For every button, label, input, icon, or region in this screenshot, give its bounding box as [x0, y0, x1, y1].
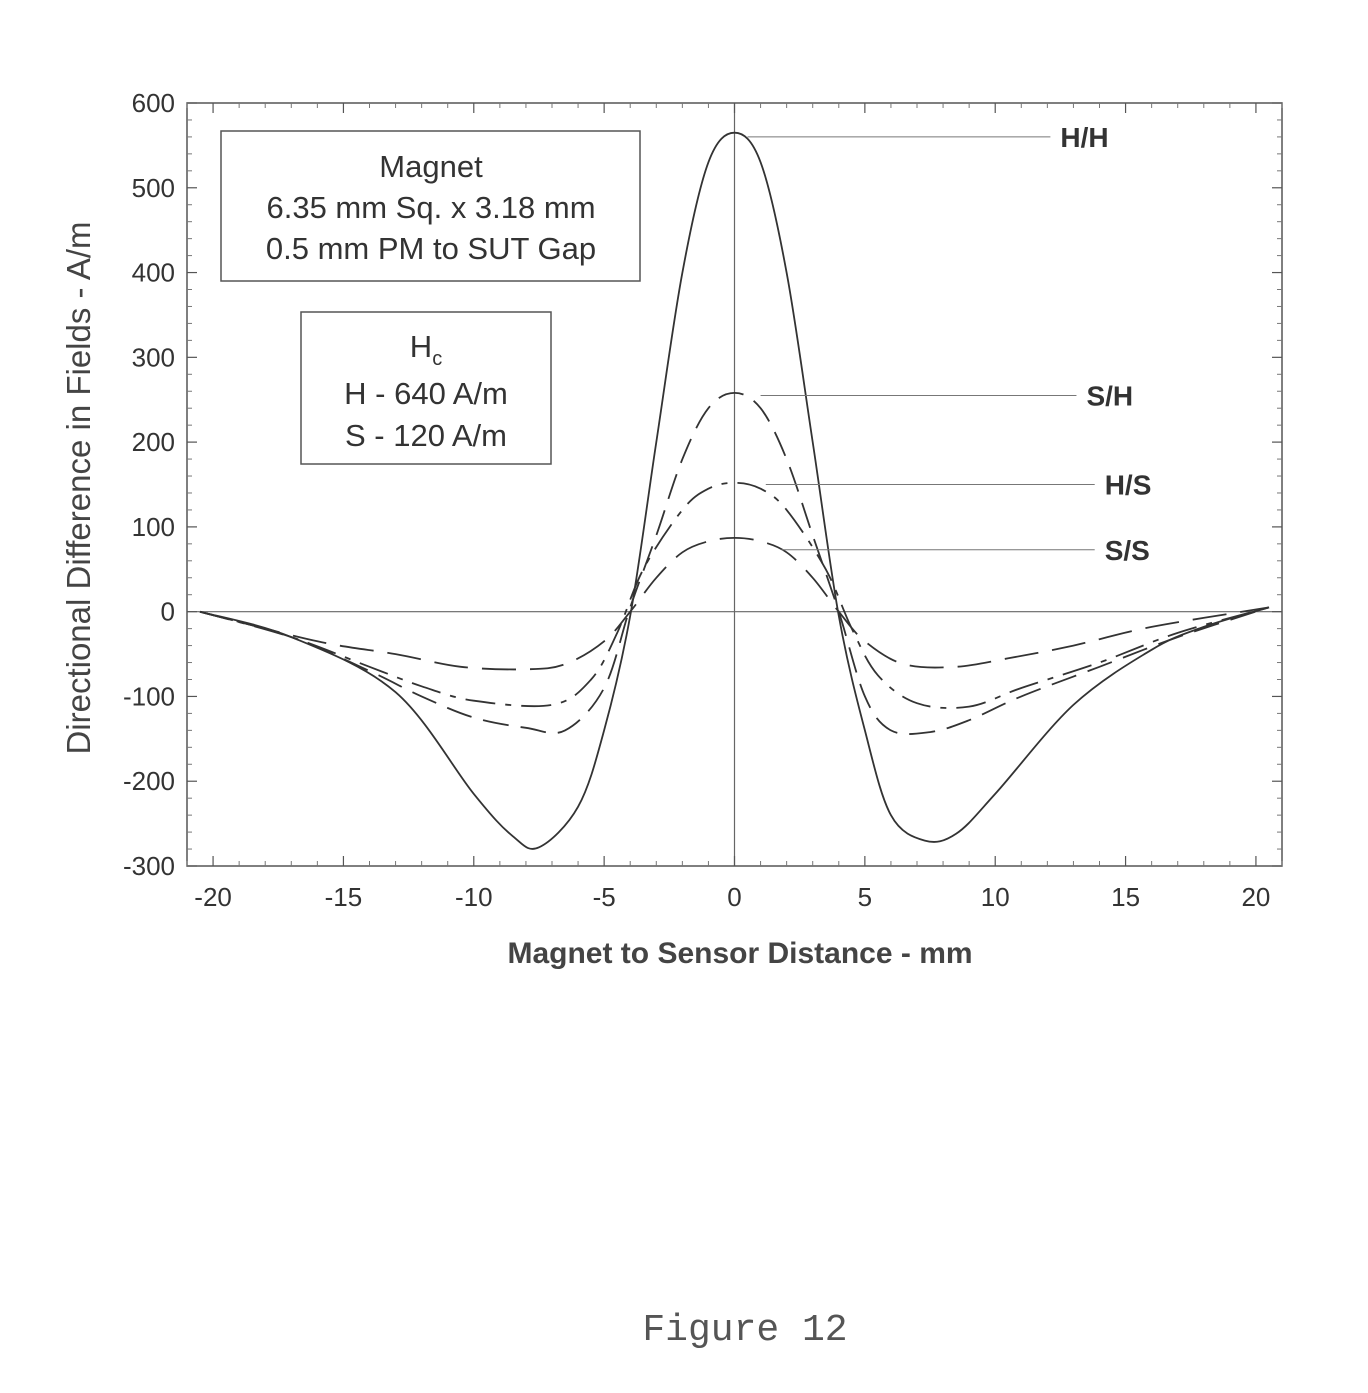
y-tick-label: -100: [123, 681, 175, 711]
x-tick-label: 15: [1111, 882, 1140, 912]
hc-box-line-2: S - 120 A/m: [345, 418, 507, 453]
magnet-info-box: Magnet 6.35 mm Sq. x 3.18 mm 0.5 mm PM t…: [221, 131, 640, 281]
hc-title-main: H: [410, 329, 432, 364]
x-tick-label: -10: [455, 882, 493, 912]
x-tick-label: -20: [194, 882, 232, 912]
magnet-box-line-2: 6.35 mm Sq. x 3.18 mm: [266, 190, 595, 225]
y-tick-label: 0: [161, 597, 175, 627]
x-tick-label: 0: [727, 882, 741, 912]
x-tick-label: 20: [1241, 882, 1270, 912]
y-axis-title: Directional Difference in Fields - A/m: [60, 221, 97, 754]
annotations: Magnet 6.35 mm Sq. x 3.18 mm 0.5 mm PM t…: [221, 131, 640, 464]
x-axis-title: Magnet to Sensor Distance - mm: [507, 937, 972, 970]
magnet-box-line-1: Magnet: [379, 149, 483, 184]
figure-caption: Figure 12: [642, 1309, 847, 1352]
series-label-s-h: S/H: [1086, 380, 1133, 411]
y-tick-label: 600: [132, 88, 175, 118]
x-tick-label: 5: [858, 882, 872, 912]
hc-box-title: Hc: [410, 329, 442, 370]
hc-box-line-1: H - 640 A/m: [344, 376, 508, 411]
magnet-box-line-3: 0.5 mm PM to SUT Gap: [266, 231, 596, 266]
x-tick-label: -5: [593, 882, 616, 912]
y-tick-label: -300: [123, 851, 175, 881]
series-label-s-s: S/S: [1105, 535, 1150, 566]
x-tick-label: 10: [981, 882, 1010, 912]
y-tick-label: 200: [132, 427, 175, 457]
y-tick-label: 300: [132, 342, 175, 372]
series-label-h-s: H/S: [1105, 470, 1152, 501]
y-tick-label: -200: [123, 766, 175, 796]
series-labels: H/H S/H H/S S/S: [748, 122, 1152, 566]
y-tick-label: 400: [132, 258, 175, 288]
hc-title-subscript: c: [432, 348, 442, 370]
coercivity-info-box: Hc H - 640 A/m S - 120 A/m: [301, 312, 551, 464]
y-tick-label: 100: [132, 512, 175, 542]
x-tick-label: -15: [325, 882, 363, 912]
series-label-h-h: H/H: [1060, 122, 1108, 153]
y-tick-label: 500: [132, 173, 175, 203]
